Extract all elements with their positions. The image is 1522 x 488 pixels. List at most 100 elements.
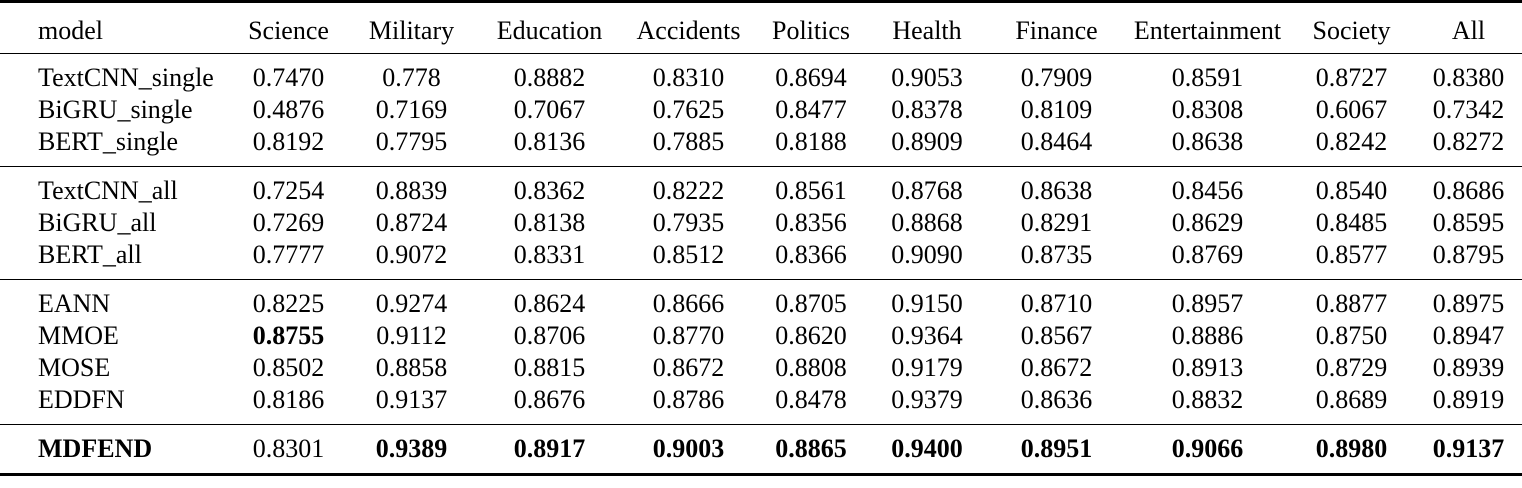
metric-cell: 0.8755 [252,321,325,350]
metric-cell: 0.8768 [891,176,963,205]
metric-cell: 0.8686 [1432,176,1505,205]
column-header-all: All [1415,1,1522,54]
table-row-textcnn_single: TextCNN_single 0.7470 0.778 0.8882 0.8310 0.8… [0,54,1522,95]
metric-cell: 0.7777 [230,239,347,280]
table-row-mdfend: MDFEND 0.8301 0.9389 0.8917 0.9003 0.8865 0.94… [0,425,1522,475]
metric-cell: 0.9179 [891,353,963,382]
metric-cell: 0.8362 [513,176,586,205]
metric-cell: 0.8770 [652,321,725,350]
table-row-bigru_all: BiGRU_all 0.7269 0.8724 0.8138 0.7935 0.8356 0… [0,207,1522,239]
model-performance-table: model Science Military Education Accidents Po… [0,0,1522,476]
model-name-cell: BERT_single [0,126,230,167]
metric-cell: 0.8666 [652,289,725,318]
metric-cell: 0.8705 [775,289,847,318]
table-row-bert_all: BERT_all 0.7777 0.9072 0.8331 0.8512 0.8366 0.… [0,239,1522,280]
metric-cell: 0.8865 [775,434,847,463]
model-name-cell: BiGRU_single [38,95,193,124]
metric-cell: 0.8815 [513,353,586,382]
metric-cell: 0.8832 [1127,384,1288,425]
metric-cell: 0.7885 [623,126,754,167]
column-header-education: Education [476,1,623,54]
metric-cell: 0.778 [382,63,441,92]
metric-cell: 0.8858 [375,353,448,382]
metric-cell: 0.8502 [252,353,325,382]
metric-cell: 0.8272 [1415,126,1522,167]
metric-cell: 0.8724 [375,208,448,237]
column-header-society: Society [1288,1,1415,54]
metric-cell: 0.8186 [230,384,347,425]
metric-cell: 0.7269 [252,208,325,237]
metric-cell: 0.9274 [375,289,448,318]
metric-cell: 0.8567 [1020,321,1093,350]
table-row-eddfn: EDDFN 0.8186 0.9137 0.8676 0.8786 0.8478 0.937… [0,384,1522,425]
row-group-2: EANN 0.8225 0.9274 0.8624 0.8666 0.8705 0.9150… [0,280,1522,425]
metric-cell: 0.8913 [1171,353,1244,382]
metric-cell: 0.9150 [891,289,963,318]
metric-cell: 0.9066 [1171,434,1244,463]
metric-cell: 0.9053 [891,63,963,92]
metric-cell: 0.8192 [230,126,347,167]
metric-cell: 0.7169 [375,95,448,124]
row-group-1: TextCNN_all 0.7254 0.8839 0.8362 0.8222 0.856… [0,167,1522,280]
metric-cell: 0.8638 [1127,126,1288,167]
metric-cell: 0.8868 [891,208,963,237]
metric-cell: 0.9072 [347,239,476,280]
model-name-cell: MOSE [38,353,111,382]
metric-cell: 0.9389 [375,434,448,463]
metric-cell: 0.9137 [347,384,476,425]
metric-cell: 0.9364 [891,321,963,350]
metric-cell: 0.8750 [1315,321,1388,350]
metric-cell: 0.8917 [513,434,586,463]
header-row: model Science Military Education Accidents Po… [0,1,1522,54]
metric-cell: 0.8378 [891,95,963,124]
metric-cell: 0.6067 [1315,95,1388,124]
metric-cell: 0.7625 [652,95,725,124]
column-header-politics: Politics [754,1,868,54]
metric-cell: 0.8882 [513,63,586,92]
metric-cell: 0.8786 [623,384,754,425]
metric-cell: 0.4876 [252,95,325,124]
metric-cell: 0.8919 [1415,384,1522,425]
metric-cell: 0.8136 [476,126,623,167]
table-row-mose: MOSE 0.8502 0.8858 0.8815 0.8672 0.8808 0.9179… [0,352,1522,384]
metric-cell: 0.8591 [1171,63,1244,92]
metric-cell: 0.8636 [986,384,1127,425]
model-name-cell: EDDFN [0,384,230,425]
row-group-3: MDFEND 0.8301 0.9389 0.8917 0.9003 0.8865 0.94… [0,425,1522,475]
model-name-cell: BiGRU_all [38,208,157,237]
metric-cell: 0.8909 [868,126,986,167]
metric-cell: 0.8310 [652,63,725,92]
metric-cell: 0.8242 [1288,126,1415,167]
metric-cell: 0.8366 [754,239,868,280]
column-header-entertainment: Entertainment [1127,1,1288,54]
metric-cell: 0.7067 [513,95,586,124]
metric-cell: 0.8356 [775,208,847,237]
metric-cell: 0.8456 [1171,176,1244,205]
metric-cell: 0.7254 [252,176,325,205]
metric-cell: 0.8577 [1288,239,1415,280]
metric-cell: 0.8689 [1288,384,1415,425]
metric-cell: 0.8694 [775,63,847,92]
column-header-science: Science [230,1,347,54]
metric-cell: 0.8769 [1127,239,1288,280]
table-row-bert_single: BERT_single 0.8192 0.7795 0.8136 0.7885 0.818… [0,126,1522,167]
table-header-row: model Science Military Education Accidents Po… [0,1,1522,54]
model-name-cell: MDFEND [38,434,153,463]
metric-cell: 0.9090 [868,239,986,280]
metric-cell: 0.8672 [1020,353,1093,382]
metric-cell: 0.8109 [1020,95,1093,124]
model-name-cell: EANN [38,289,111,318]
metric-cell: 0.7909 [1020,63,1093,92]
metric-cell: 0.8975 [1432,289,1505,318]
table-row-eann: EANN 0.8225 0.9274 0.8624 0.8666 0.8705 0.9150… [0,280,1522,321]
metric-cell: 0.8886 [1171,321,1244,350]
metric-cell: 0.8980 [1315,434,1388,463]
metric-cell: 0.8947 [1432,321,1505,350]
metric-cell: 0.8729 [1315,353,1388,382]
metric-cell: 0.8222 [652,176,725,205]
metric-cell: 0.8291 [1020,208,1093,237]
metric-cell: 0.7470 [252,63,325,92]
metric-cell: 0.8308 [1171,95,1244,124]
metric-cell: 0.8188 [754,126,868,167]
